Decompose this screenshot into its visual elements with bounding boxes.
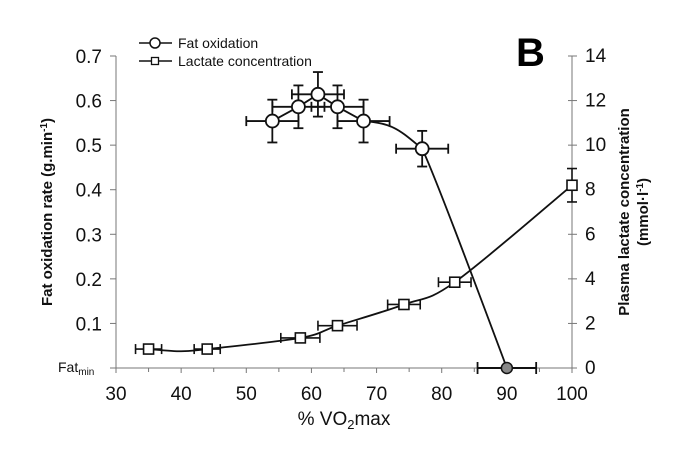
- lactate-point: [294, 332, 307, 344]
- x-tick-label: 70: [366, 384, 387, 405]
- y-right-tick-label: 8: [585, 180, 596, 201]
- fat-oxidation-point: [290, 99, 306, 115]
- y-right-axis-title-line2: (mmol·l-1): [635, 178, 653, 246]
- fat-oxidation-point: [330, 99, 345, 115]
- legend-label-lactate: Lactate concentration: [178, 53, 312, 69]
- marks: [134, 71, 578, 375]
- fat-oxidation-point: [414, 141, 430, 157]
- y-left-tick-label: 0.3: [76, 225, 102, 246]
- fat-oxidation-point: [310, 86, 326, 102]
- y-left-title-sup: -1: [39, 123, 50, 132]
- x-axis-title: % VO2max: [298, 409, 391, 432]
- y-right-title-sup: -1: [635, 183, 646, 192]
- legend-label-fat-oxidation: Fat oxidation: [178, 35, 258, 51]
- fat-oxidation-line: [271, 93, 508, 369]
- y-left-tick-label: 0.6: [76, 92, 102, 113]
- fatmin-sub: min: [78, 367, 94, 378]
- y-left-title-close: ): [39, 118, 56, 123]
- axes: 30 40 50 60 70 80 90 100 0.1 0.2 0.3 0.4 0.5 0.6 0.7 0 2…: [76, 46, 607, 405]
- lactate-line: [148, 184, 573, 353]
- legend-circle-marker: [149, 37, 161, 49]
- y-left-tick-label: 0.1: [76, 314, 102, 335]
- fat-oxidation-point: [264, 113, 280, 129]
- y-right-title-unit: (mmol·l: [635, 192, 652, 246]
- y-right-title-close: ): [635, 178, 652, 183]
- x-title-main: % VO: [298, 409, 348, 430]
- y-right-tick-label: 10: [585, 135, 606, 156]
- y-left-tick-label: 0.4: [76, 181, 103, 202]
- x-tick-label: 90: [496, 384, 517, 405]
- x-title-sub: 2: [347, 417, 354, 432]
- legend-item-fat-oxidation: Fat oxidation: [139, 35, 258, 51]
- legend-item-lactate: Lactate concentration: [139, 53, 312, 69]
- y-right-axis-title-line1: Plasma lactate concentration: [616, 108, 633, 316]
- legend-square-marker: [150, 56, 160, 66]
- fatmin-label: Fatmin: [58, 359, 94, 378]
- y-right-tick-label: 0: [585, 358, 596, 379]
- y-left-axis-title: Fat oxidation rate (g.min-1): [39, 118, 57, 306]
- legend: Fat oxidation Lactate concentration: [139, 35, 312, 69]
- y-left-title-main: Fat oxidation rate (g.min: [39, 132, 56, 306]
- x-title-suffix: max: [354, 409, 390, 430]
- y-left-tick-label: 0.2: [76, 270, 102, 291]
- x-tick-label: 60: [301, 384, 322, 405]
- x-tick-label: 100: [556, 384, 588, 405]
- y-right-tick-label: 12: [585, 91, 606, 112]
- y-left-tick-label: 0.5: [76, 136, 102, 157]
- y-right-tick-label: 6: [585, 224, 596, 245]
- lactate-point: [398, 298, 410, 311]
- lactate-point: [331, 319, 344, 332]
- fatmin-point: [500, 361, 514, 375]
- x-tick-label: 40: [171, 384, 192, 405]
- y-left-tick-label: 0.7: [76, 47, 102, 68]
- y-right-tick-label: 2: [585, 313, 596, 334]
- lactate-point: [566, 179, 578, 192]
- fatmin-main: Fat: [58, 359, 78, 375]
- x-tick-label: 50: [236, 384, 257, 405]
- fat-oxidation-point: [356, 113, 371, 129]
- lactate-point: [201, 343, 213, 355]
- x-tick-label: 80: [431, 384, 452, 405]
- x-tick-label: 30: [105, 384, 126, 405]
- panel-label: B: [516, 31, 545, 75]
- y-right-tick-label: 4: [585, 269, 596, 290]
- lactate-point: [448, 276, 461, 289]
- lactate-point: [142, 343, 155, 355]
- curves: [148, 93, 573, 369]
- y-right-tick-label: 14: [585, 46, 607, 67]
